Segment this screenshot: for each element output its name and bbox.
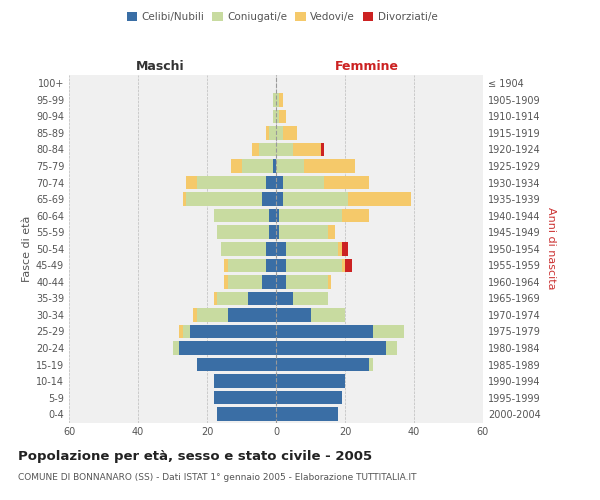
Bar bbox=[276, 391, 341, 404]
Bar bbox=[262, 275, 276, 288]
Bar bbox=[272, 93, 276, 106]
Bar bbox=[276, 176, 283, 190]
Bar bbox=[183, 192, 187, 206]
Legend: Celibi/Nubili, Coniugati/e, Vedovi/e, Divorziati/e: Celibi/Nubili, Coniugati/e, Vedovi/e, Di… bbox=[122, 8, 442, 26]
Bar bbox=[325, 176, 369, 190]
Bar bbox=[266, 126, 269, 140]
Bar bbox=[272, 159, 276, 173]
Bar bbox=[276, 342, 386, 355]
Bar bbox=[341, 258, 345, 272]
Bar bbox=[283, 126, 296, 140]
Bar bbox=[276, 242, 286, 256]
Bar bbox=[266, 242, 276, 256]
Bar bbox=[328, 275, 331, 288]
Bar bbox=[183, 324, 190, 338]
Bar bbox=[276, 292, 293, 305]
Bar bbox=[266, 176, 276, 190]
Bar bbox=[349, 192, 410, 206]
Bar bbox=[276, 209, 280, 222]
Bar bbox=[276, 324, 373, 338]
Bar bbox=[276, 93, 280, 106]
Bar bbox=[228, 308, 276, 322]
Bar bbox=[280, 93, 283, 106]
Bar bbox=[221, 242, 266, 256]
Bar bbox=[276, 308, 311, 322]
Bar bbox=[193, 308, 197, 322]
Bar bbox=[341, 242, 349, 256]
Bar bbox=[338, 242, 341, 256]
Bar bbox=[214, 292, 217, 305]
Bar bbox=[228, 275, 262, 288]
Bar bbox=[283, 192, 349, 206]
Bar bbox=[276, 275, 286, 288]
Bar bbox=[276, 226, 280, 239]
Bar bbox=[286, 275, 328, 288]
Bar bbox=[276, 358, 369, 372]
Text: Femmine: Femmine bbox=[335, 60, 399, 72]
Bar bbox=[286, 242, 338, 256]
Bar bbox=[197, 308, 228, 322]
Bar bbox=[311, 308, 345, 322]
Bar bbox=[345, 258, 352, 272]
Bar bbox=[269, 226, 276, 239]
Bar bbox=[276, 110, 280, 123]
Bar bbox=[276, 374, 345, 388]
Bar bbox=[286, 258, 341, 272]
Bar bbox=[214, 209, 269, 222]
Bar bbox=[214, 391, 276, 404]
Bar bbox=[197, 358, 276, 372]
Y-axis label: Anni di nascita: Anni di nascita bbox=[546, 208, 556, 290]
Bar bbox=[280, 110, 286, 123]
Bar bbox=[269, 126, 276, 140]
Bar bbox=[280, 209, 341, 222]
Bar bbox=[224, 258, 228, 272]
Bar bbox=[214, 374, 276, 388]
Bar bbox=[259, 142, 276, 156]
Bar bbox=[187, 192, 262, 206]
Bar bbox=[276, 258, 286, 272]
Bar bbox=[217, 292, 248, 305]
Bar bbox=[386, 342, 397, 355]
Bar bbox=[276, 142, 293, 156]
Bar bbox=[369, 358, 373, 372]
Bar bbox=[228, 258, 266, 272]
Bar bbox=[217, 408, 276, 421]
Bar bbox=[341, 209, 369, 222]
Bar bbox=[293, 142, 321, 156]
Bar bbox=[190, 324, 276, 338]
Bar bbox=[266, 258, 276, 272]
Y-axis label: Fasce di età: Fasce di età bbox=[22, 216, 32, 282]
Text: Popolazione per età, sesso e stato civile - 2005: Popolazione per età, sesso e stato civil… bbox=[18, 450, 372, 463]
Bar bbox=[217, 226, 269, 239]
Bar bbox=[187, 176, 197, 190]
Bar bbox=[231, 159, 241, 173]
Bar bbox=[328, 226, 335, 239]
Bar bbox=[276, 408, 338, 421]
Bar bbox=[252, 142, 259, 156]
Bar bbox=[276, 159, 304, 173]
Bar bbox=[224, 275, 228, 288]
Bar bbox=[179, 342, 276, 355]
Bar bbox=[179, 324, 183, 338]
Bar bbox=[242, 159, 272, 173]
Bar bbox=[248, 292, 276, 305]
Bar bbox=[269, 209, 276, 222]
Bar bbox=[321, 142, 325, 156]
Bar bbox=[272, 110, 276, 123]
Bar bbox=[276, 126, 283, 140]
Text: Maschi: Maschi bbox=[136, 60, 184, 72]
Bar bbox=[293, 292, 328, 305]
Bar bbox=[373, 324, 404, 338]
Bar bbox=[280, 226, 328, 239]
Bar bbox=[262, 192, 276, 206]
Bar bbox=[197, 176, 266, 190]
Bar bbox=[304, 159, 355, 173]
Bar bbox=[283, 176, 324, 190]
Bar bbox=[173, 342, 179, 355]
Text: COMUNE DI BONNANARO (SS) - Dati ISTAT 1° gennaio 2005 - Elaborazione TUTTITALIA.: COMUNE DI BONNANARO (SS) - Dati ISTAT 1°… bbox=[18, 472, 416, 482]
Bar bbox=[276, 192, 283, 206]
